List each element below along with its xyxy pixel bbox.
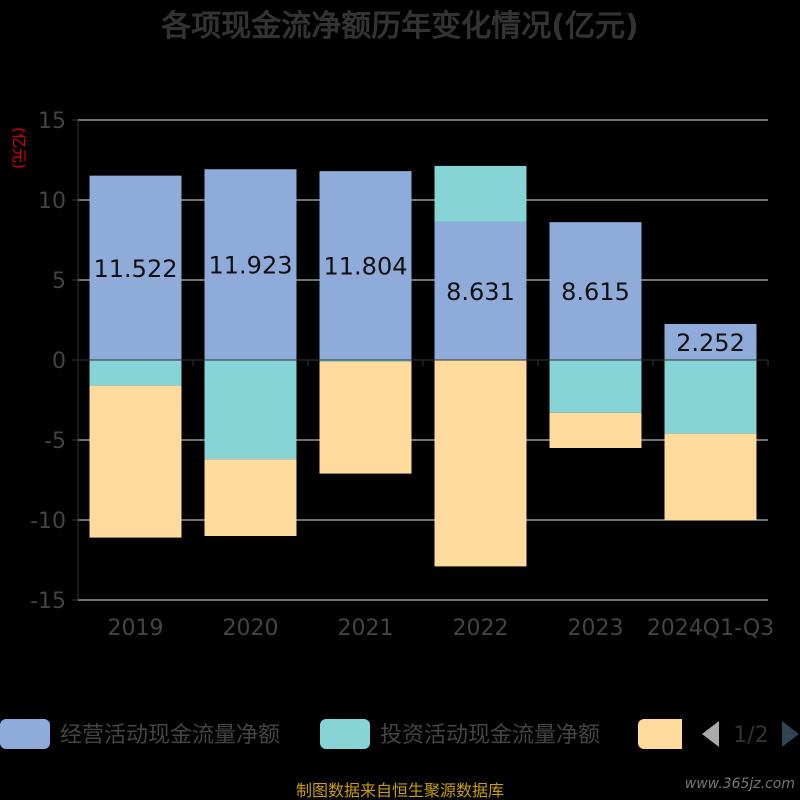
bar-series-1-2021 <box>319 171 412 360</box>
x-tick-label: 2020 <box>223 616 279 641</box>
legend-page-indicator: 1/2 <box>733 723 768 748</box>
legend-prev-icon[interactable] <box>702 721 719 747</box>
data-label-2019: 11.522 <box>94 255 178 283</box>
bar-series-2-2023 <box>549 360 642 413</box>
bar-series-3-2024Q1-Q3 <box>664 433 757 520</box>
bar-series-3-2019 <box>89 385 182 538</box>
bar-series-2-2019 <box>89 360 182 386</box>
bar-series-1-2024Q1-Q3 <box>664 323 757 360</box>
legend-next-icon[interactable] <box>782 721 799 747</box>
legend: 经营活动现金流量净额 投资活动现金流量净额 1/2 <box>0 714 800 754</box>
chart-title: 各项现金流净额历年变化情况(亿元) <box>160 9 638 44</box>
bar-series-1-2020 <box>204 169 297 360</box>
bar-series-3-2020 <box>204 459 297 536</box>
data-label-2022: 8.631 <box>446 278 515 306</box>
bar-series-1-2019 <box>89 175 182 360</box>
data-label-2021: 11.804 <box>324 253 408 281</box>
y-axis-unit: (亿元) <box>10 127 28 169</box>
y-tick-label: 10 <box>38 189 66 214</box>
legend-swatch-2[interactable] <box>320 719 370 749</box>
y-tick-label: 5 <box>52 269 66 294</box>
bars <box>89 165 757 567</box>
y-tick-label: -15 <box>30 589 66 614</box>
bar-series-1-2022 <box>434 221 527 360</box>
watermark: www.365jz.com <box>685 776 795 792</box>
y-tick-label: -10 <box>30 509 66 534</box>
bar-series-3-2022 <box>434 360 527 567</box>
bar-series-2-2021 <box>319 360 412 362</box>
x-tick-label: 2021 <box>338 616 394 641</box>
x-tick-label: 2022 <box>453 616 509 641</box>
bar-series-2-2020 <box>204 360 297 460</box>
legend-label-1[interactable]: 经营活动现金流量净额 <box>60 723 280 748</box>
data-label-2023: 8.615 <box>561 278 630 306</box>
y-tick-label: -5 <box>44 429 66 454</box>
y-tick-label: 15 <box>38 109 66 134</box>
data-label-2020: 11.923 <box>209 252 293 280</box>
x-tick-label: 2019 <box>108 616 164 641</box>
legend-swatch-3[interactable] <box>638 719 688 749</box>
bar-series-1-2023 <box>549 222 642 360</box>
x-tick-label: 2024Q1-Q3 <box>647 616 774 641</box>
y-tick-label: 0 <box>52 349 66 374</box>
bar-series-3-2023 <box>549 412 642 448</box>
legend-pager-bg <box>682 714 800 754</box>
axes: 15 10 5 0 -5 -10 -15 2019 2020 2021 2022 2023 2024Q1… <box>30 109 774 641</box>
bar-series-2-2022 <box>434 165 527 222</box>
legend-label-2[interactable]: 投资活动现金流量净额 <box>380 723 600 748</box>
data-label-2024Q1-Q3: 2.252 <box>676 329 745 357</box>
legend-swatch-1[interactable] <box>0 719 50 749</box>
bar-series-3-2021 <box>319 361 412 474</box>
data-source: 制图数据来自恒生聚源数据库 <box>296 781 504 800</box>
bar-series-2-2024Q1-Q3 <box>664 360 757 434</box>
data-labels: 11.522 11.923 11.804 8.631 8.615 2.252 <box>94 252 745 357</box>
x-tick-label: 2023 <box>568 616 624 641</box>
